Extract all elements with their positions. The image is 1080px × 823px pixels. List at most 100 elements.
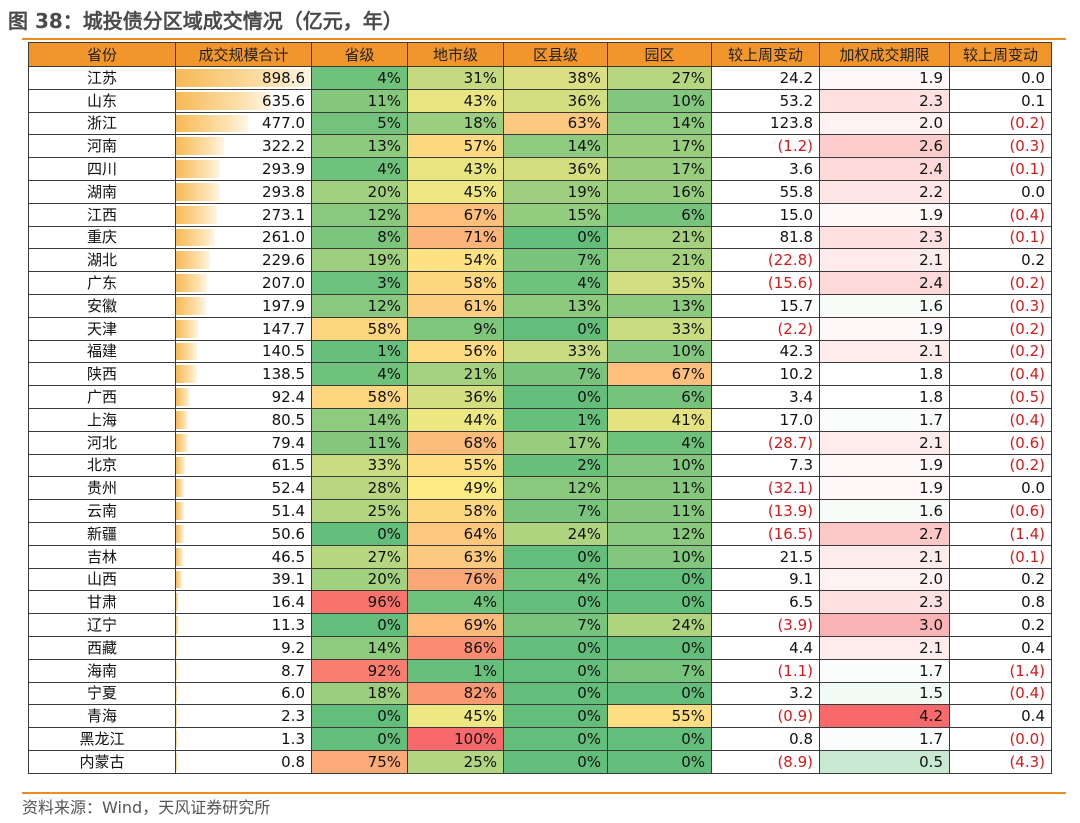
tenor-change-cell: 0.2 — [949, 567, 1052, 592]
tenor-change-cell: (0.6) — [949, 430, 1052, 455]
province-cell: 宁夏 — [28, 681, 176, 706]
total-volume-bar — [176, 319, 199, 338]
city-share-cell: 49% — [407, 476, 504, 501]
volume-change-cell: (13.9) — [711, 499, 820, 523]
county-share-cell: 0% — [503, 704, 608, 729]
table-row: 西藏 9.2 14% 86% 0% 0% 4.4 2.1 0.4 — [28, 635, 1052, 660]
weighted-tenor-cell: 2.0 — [819, 567, 950, 592]
weighted-tenor-cell: 2.6 — [819, 134, 950, 159]
total-volume-value: 0.8 — [281, 752, 305, 771]
total-volume-bar — [176, 661, 178, 680]
province-cell: 甘肃 — [28, 590, 176, 615]
table-row: 内蒙古 0.8 75% 25% 0% 0% (8.9) 0.5 (4.3) — [28, 749, 1052, 774]
weighted-tenor-cell: 1.8 — [819, 362, 950, 387]
header-provincial: 省级 — [311, 42, 408, 67]
tenor-change-cell: (1.4) — [949, 658, 1052, 683]
city-share-cell: 64% — [407, 521, 504, 546]
park-share-cell: 12% — [607, 521, 712, 546]
table-row: 河南 322.2 13% 57% 14% 17% (1.2) 2.6 (0.3) — [28, 134, 1052, 159]
province-cell: 湖南 — [28, 179, 176, 204]
total-volume-bar — [176, 296, 206, 315]
county-share-cell: 0% — [503, 658, 608, 683]
provincial-share-cell: 4% — [311, 66, 408, 90]
weighted-tenor-cell: 2.0 — [819, 111, 950, 136]
top-rule — [22, 38, 1066, 40]
volume-change-cell: 123.8 — [711, 111, 820, 136]
park-share-cell: 10% — [607, 544, 712, 569]
provincial-share-cell: 58% — [311, 385, 408, 409]
tenor-change-cell: (0.2) — [949, 316, 1052, 341]
total-volume-value: 2.3 — [281, 707, 305, 726]
provincial-share-cell: 19% — [311, 248, 408, 273]
volume-change-cell: 42.3 — [711, 339, 820, 364]
table-row: 天津 147.7 58% 9% 0% 33% (2.2) 1.9 (0.2) — [28, 316, 1052, 341]
county-share-cell: 0% — [503, 635, 608, 660]
province-cell: 上海 — [28, 407, 176, 432]
table-row: 新疆 50.6 0% 64% 24% 12% (16.5) 2.7 (1.4) — [28, 521, 1052, 546]
total-volume-bar — [176, 160, 221, 178]
tenor-change-cell: 0.1 — [949, 88, 1052, 113]
county-share-cell: 0% — [503, 681, 608, 706]
total-volume-bar — [176, 479, 184, 498]
volume-change-cell: 3.6 — [711, 157, 820, 181]
city-share-cell: 68% — [407, 430, 504, 455]
province-cell: 云南 — [28, 499, 176, 523]
table-body: 江苏 898.6 4% 31% 38% 27% 24.2 1.9 0.0 山东 635.6 11% 43… — [28, 66, 1052, 774]
city-share-cell: 100% — [407, 727, 504, 751]
weighted-tenor-cell: 2.1 — [819, 430, 950, 455]
city-share-cell: 36% — [407, 385, 504, 409]
province-cell: 广西 — [28, 385, 176, 409]
province-cell: 河南 — [28, 134, 176, 159]
weighted-tenor-cell: 2.3 — [819, 225, 950, 250]
tenor-change-cell: (0.6) — [949, 499, 1052, 523]
volume-change-cell: 24.2 — [711, 66, 820, 90]
tenor-change-cell: (0.5) — [949, 385, 1052, 409]
total-volume-value: 52.4 — [271, 479, 305, 498]
tenor-change-cell: (0.4) — [949, 202, 1052, 227]
county-share-cell: 33% — [503, 339, 608, 364]
county-share-cell: 0% — [503, 727, 608, 751]
weighted-tenor-cell: 2.1 — [819, 248, 950, 273]
total-volume-value: 147.7 — [262, 319, 305, 338]
volume-change-cell: 10.2 — [711, 362, 820, 387]
total-volume-value: 11.3 — [271, 616, 305, 635]
total-volume-value: 9.2 — [281, 638, 305, 657]
total-volume-value: 8.7 — [281, 661, 305, 680]
weighted-tenor-cell: 1.9 — [819, 66, 950, 90]
table-row: 浙江 477.0 5% 18% 63% 14% 123.8 2.0 (0.2) — [28, 111, 1052, 136]
total-volume-bar — [176, 593, 179, 612]
table-row: 上海 80.5 14% 44% 1% 41% 17.0 1.7 (0.4) — [28, 407, 1052, 432]
total-volume-cell: 50.6 — [175, 521, 312, 546]
total-volume-cell: 11.3 — [175, 613, 312, 637]
tenor-change-cell: 0.2 — [949, 248, 1052, 273]
provincial-share-cell: 0% — [311, 727, 408, 751]
county-share-cell: 14% — [503, 134, 608, 159]
region-trading-table: 省份 成交规模合计 省级 地市级 区县级 园区 较上周变动 加权成交期限 较上周… — [28, 42, 1052, 774]
city-share-cell: 55% — [407, 453, 504, 478]
total-volume-bar — [176, 547, 183, 566]
city-share-cell: 43% — [407, 88, 504, 113]
table-row: 山西 39.1 20% 76% 4% 0% 9.1 2.0 0.2 — [28, 567, 1052, 592]
city-share-cell: 25% — [407, 749, 504, 774]
province-cell: 吉林 — [28, 544, 176, 569]
total-volume-value: 635.6 — [262, 91, 305, 110]
provincial-share-cell: 13% — [311, 134, 408, 159]
province-cell: 内蒙古 — [28, 749, 176, 774]
province-cell: 山东 — [28, 88, 176, 113]
total-volume-value: 197.9 — [262, 296, 305, 315]
park-share-cell: 0% — [607, 727, 712, 751]
volume-change-cell: (22.8) — [711, 248, 820, 273]
provincial-share-cell: 0% — [311, 613, 408, 637]
provincial-share-cell: 58% — [311, 316, 408, 341]
park-share-cell: 33% — [607, 316, 712, 341]
weighted-tenor-cell: 1.7 — [819, 407, 950, 432]
tenor-change-cell: (0.4) — [949, 407, 1052, 432]
tenor-change-cell: (0.3) — [949, 134, 1052, 159]
total-volume-bar — [176, 388, 190, 406]
province-cell: 黑龙江 — [28, 727, 176, 751]
park-share-cell: 21% — [607, 225, 712, 250]
volume-change-cell: 7.3 — [711, 453, 820, 478]
total-volume-value: 6.0 — [281, 684, 305, 703]
park-share-cell: 10% — [607, 339, 712, 364]
table-row: 重庆 261.0 8% 71% 0% 21% 81.8 2.3 (0.1) — [28, 225, 1052, 250]
